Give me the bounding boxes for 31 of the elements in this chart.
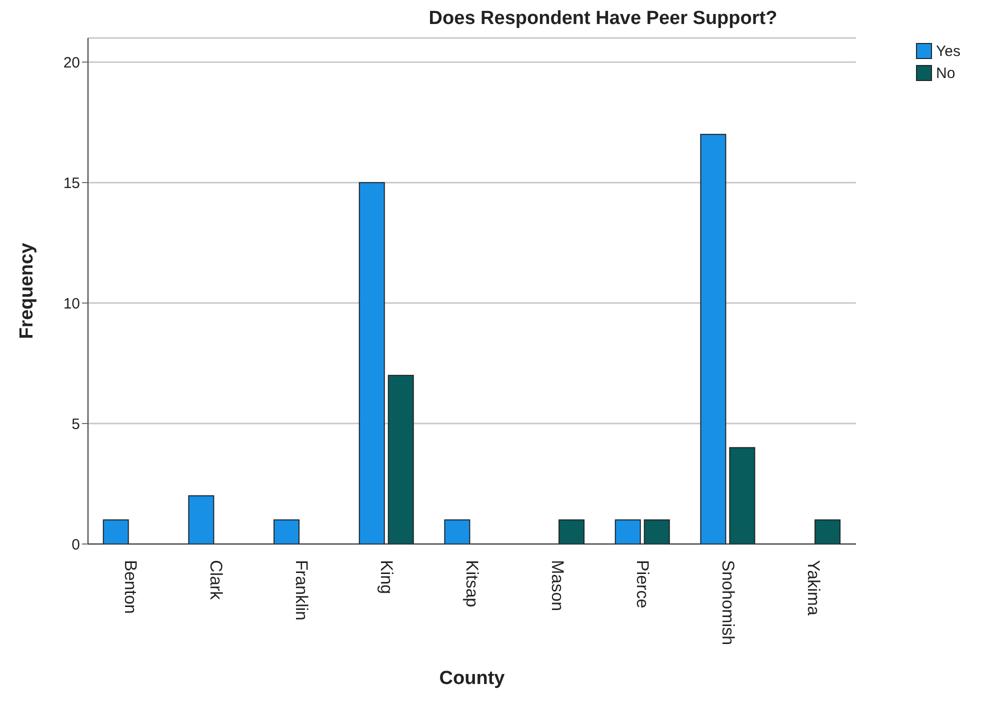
x-tick-label: Benton [121, 560, 140, 614]
y-axis-title: Frequency [16, 242, 38, 340]
bar [729, 447, 756, 544]
bar [444, 519, 470, 544]
legend-label: No [936, 64, 956, 82]
chart-title: Does Respondent Have Peer Support? [428, 8, 778, 31]
x-tick-label: Yakima [804, 560, 823, 616]
x-tick-label: Snohomish [718, 560, 738, 646]
bar [188, 495, 214, 544]
y-tick-label: 15 [63, 174, 80, 192]
x-tick-label: King [377, 560, 396, 594]
x-tick-label: Franklin [292, 560, 311, 620]
bar [814, 519, 841, 544]
bar [558, 519, 585, 544]
legend-label: Yes [936, 42, 960, 60]
bar [614, 519, 641, 544]
bar [102, 519, 129, 544]
bar [700, 134, 726, 544]
y-tick-label: 20 [63, 54, 80, 72]
y-tick-label: 10 [63, 295, 80, 312]
bar [358, 182, 385, 544]
x-tick-label: Mason [548, 560, 567, 612]
y-tick-label: 5 [72, 416, 80, 433]
bar [644, 519, 670, 544]
bar [388, 374, 414, 544]
x-axis-title: County [439, 668, 506, 689]
x-tick-label: Kitsap [462, 560, 482, 608]
x-tick-label: Clark [206, 560, 226, 600]
y-tick-label: 0 [72, 536, 80, 554]
bar [274, 519, 300, 544]
x-tick-label: Pierce [633, 560, 652, 608]
